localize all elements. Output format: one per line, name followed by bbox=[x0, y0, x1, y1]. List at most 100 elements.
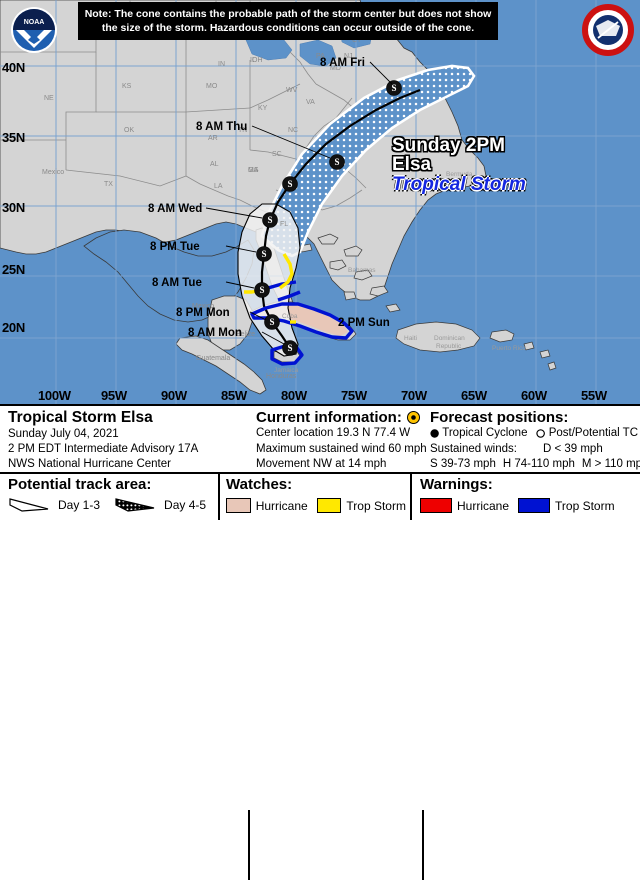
svg-text:MD: MD bbox=[330, 65, 341, 72]
note-line-1: Note: The cone contains the probable pat… bbox=[84, 7, 492, 20]
note-line-2: the size of the storm. Hazardous conditi… bbox=[101, 22, 475, 34]
svg-text:VA: VA bbox=[306, 99, 315, 106]
svg-text:IL: IL bbox=[250, 57, 256, 64]
svg-text:Mexico: Mexico bbox=[192, 303, 214, 310]
svg-text:NE: NE bbox=[44, 95, 54, 102]
watch-hurricane-swatch bbox=[226, 498, 251, 514]
forecast-time-labels: 8 AM Fri 8 AM Thu 8 AM Wed 8 PM Tue 8 AM… bbox=[148, 57, 390, 339]
watch-tropstorm-swatch bbox=[316, 498, 342, 514]
lat-label-30n: 30N bbox=[2, 200, 25, 215]
warning-hurricane-swatch bbox=[420, 498, 452, 514]
lon-label-55w: 55W bbox=[581, 388, 607, 403]
day-1-3-label: Day 1-3 bbox=[58, 498, 101, 513]
post-potential-tc-label: Post/Potential TC bbox=[548, 427, 638, 440]
storm-title-label: Elsa bbox=[392, 154, 432, 176]
wind-cat-m: M > 110 mph bbox=[581, 457, 640, 470]
svg-text:Honduras: Honduras bbox=[266, 373, 297, 380]
svg-text:S: S bbox=[334, 157, 339, 167]
potential-track-legend: Potential track area: Day 1-3 Day 4-5 bbox=[8, 476, 214, 514]
svg-text:S: S bbox=[287, 343, 292, 353]
info-divider-2 bbox=[422, 810, 424, 880]
storm-title: Tropical Storm Elsa bbox=[8, 409, 153, 426]
wind-cat-d: D < 39 mph bbox=[542, 442, 603, 455]
map-geography: S S S S S S S S bbox=[0, 0, 640, 404]
svg-text:SC: SC bbox=[272, 151, 282, 158]
svg-text:Cuba: Cuba bbox=[282, 313, 298, 320]
lon-label-65w: 65W bbox=[461, 388, 487, 403]
tropical-cyclone-label: Tropical Cyclone bbox=[442, 427, 528, 440]
svg-text:8 AM Mon: 8 AM Mon bbox=[188, 327, 242, 339]
svg-text:Republic: Republic bbox=[436, 343, 462, 350]
svg-text:S: S bbox=[259, 285, 264, 295]
geography-labels: NE KS MO IL OK AR TN MS LA TX IN OH PA W… bbox=[42, 37, 526, 380]
current-movement: Movement NW at 14 mph bbox=[256, 457, 387, 470]
day-4-5-cone bbox=[260, 64, 476, 258]
svg-text:AL: AL bbox=[210, 161, 219, 168]
current-info-heading-text: Current information: bbox=[256, 409, 402, 426]
svg-text:S: S bbox=[267, 215, 272, 225]
svg-text:GA: GA bbox=[248, 167, 258, 174]
svg-text:8 AM Fri: 8 AM Fri bbox=[320, 57, 365, 69]
forecast-map[interactable]: S S S S S S S S bbox=[0, 0, 640, 404]
lon-label-70w: 70W bbox=[401, 388, 427, 403]
noaa-wordmark: NOAA bbox=[24, 19, 45, 26]
svg-text:MO: MO bbox=[206, 83, 218, 90]
svg-text:KY: KY bbox=[258, 105, 268, 112]
svg-text:8 AM Thu: 8 AM Thu bbox=[196, 121, 247, 133]
lat-label-20n: 20N bbox=[2, 320, 25, 335]
svg-text:Bermuda: Bermuda bbox=[446, 171, 473, 178]
cone-disclaimer-note: Note: The cone contains the probable pat… bbox=[78, 2, 498, 40]
post-potential-tc-icon bbox=[536, 429, 546, 439]
sustained-winds-label: Sustained winds: bbox=[430, 442, 517, 455]
svg-text:8 AM Wed: 8 AM Wed bbox=[148, 203, 202, 215]
svg-text:Jamaica: Jamaica bbox=[274, 367, 299, 374]
svg-text:8 AM Tue: 8 AM Tue bbox=[152, 277, 202, 289]
forecast-positions-column: Forecast positions: Tropical Cyclone Pos… bbox=[430, 409, 640, 472]
storm-category-label: Tropical Storm bbox=[392, 173, 526, 195]
svg-text:Puerto Rico: Puerto Rico bbox=[492, 345, 526, 352]
forecast-symbol-row: Tropical Cyclone Post/Potential TC bbox=[430, 426, 638, 441]
current-max-wind: Maximum sustained wind 60 mph bbox=[256, 442, 427, 455]
svg-text:NC: NC bbox=[288, 127, 298, 134]
svg-text:TN: TN bbox=[238, 127, 247, 134]
svg-text:8 PM Mon: 8 PM Mon bbox=[176, 307, 230, 319]
svg-text:2 PM Sun: 2 PM Sun bbox=[338, 317, 390, 329]
legend-divider-2 bbox=[410, 474, 412, 520]
svg-text:NJ: NJ bbox=[344, 53, 353, 60]
storm-time-label: Sunday 2PM bbox=[392, 135, 505, 156]
lat-label-35n: 35N bbox=[2, 130, 25, 145]
lon-label-95w: 95W bbox=[101, 388, 127, 403]
svg-text:S: S bbox=[261, 249, 266, 259]
storm-info-column: Tropical Storm Elsa Sunday July 04, 2021… bbox=[8, 409, 246, 473]
lon-label-75w: 75W bbox=[341, 388, 367, 403]
storm-agency: NWS National Hurricane Center bbox=[8, 458, 171, 471]
potential-track-heading: Potential track area: bbox=[8, 476, 152, 493]
label-leader-lines bbox=[205, 61, 393, 345]
svg-text:Haiti: Haiti bbox=[404, 335, 417, 342]
svg-text:PA: PA bbox=[316, 53, 325, 60]
storm-name-label: Sunday 2PM Elsa Tropical Storm bbox=[392, 135, 526, 195]
svg-text:IN: IN bbox=[218, 61, 225, 68]
svg-text:CT: CT bbox=[352, 37, 362, 44]
day-1-3-cone-icon bbox=[9, 498, 49, 512]
lon-label-100w: 100W bbox=[38, 388, 71, 403]
noaa-logo: NOAA bbox=[11, 7, 57, 53]
lon-label-80w: 80W bbox=[281, 388, 307, 403]
svg-text:WV: WV bbox=[286, 87, 298, 94]
watches-legend: Watches: Hurricane Trop Storm bbox=[226, 476, 406, 514]
lon-label-85w: 85W bbox=[221, 388, 247, 403]
legend-panel: Potential track area: Day 1-3 Day 4-5 bbox=[0, 474, 640, 520]
current-info-column: Current information: Center location 19.… bbox=[256, 409, 427, 472]
svg-text:TX: TX bbox=[104, 181, 113, 188]
warning-tropstorm-label: Trop Storm bbox=[555, 498, 615, 513]
current-info-heading: Current information: bbox=[256, 409, 420, 426]
wind-categories-row: S 39-73 mph H 74-110 mph M > 110 mph bbox=[430, 457, 640, 472]
svg-text:S: S bbox=[269, 317, 274, 327]
forecast-position-markers: S S S S S S S S bbox=[254, 80, 402, 356]
svg-text:8 PM Tue: 8 PM Tue bbox=[150, 241, 200, 253]
lon-label-90w: 90W bbox=[161, 388, 187, 403]
storm-date: Sunday July 04, 2021 bbox=[8, 427, 119, 440]
lon-label-60w: 60W bbox=[521, 388, 547, 403]
current-center-location: Center location 19.3 N 77.4 W bbox=[256, 427, 411, 440]
